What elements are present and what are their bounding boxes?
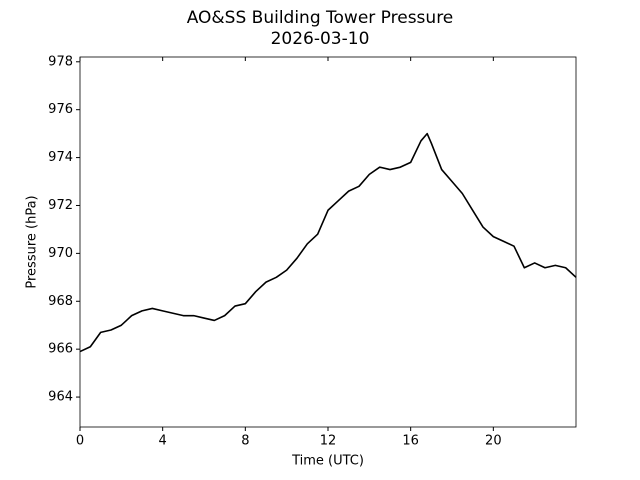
x-tick-label: 20 — [485, 434, 502, 449]
chart-title: AO&SS Building Tower Pressure — [187, 8, 454, 28]
data-line — [79, 132, 577, 353]
y-tick-label: 972 — [48, 198, 73, 213]
y-tick-label: 970 — [48, 246, 73, 261]
x-tick-label: 8 — [241, 434, 249, 449]
y-tick-label: 968 — [48, 294, 73, 309]
y-axis-label: Pressure (hPa) — [25, 195, 40, 288]
x-axis-label: Time (UTC) — [291, 454, 364, 469]
x-tick-label: 12 — [320, 434, 337, 449]
y-tick-label: 976 — [48, 102, 73, 117]
x-tick-label: 16 — [402, 434, 419, 449]
y-tick-label: 966 — [48, 342, 73, 357]
y-tick-label: 974 — [48, 150, 73, 165]
x-tick-label: 4 — [159, 434, 167, 449]
plot-frame — [79, 56, 577, 428]
y-tick-label: 964 — [48, 390, 73, 405]
y-tick-label: 978 — [48, 54, 73, 69]
chart-subtitle: 2026-03-10 — [271, 29, 370, 49]
x-tick-label: 0 — [76, 434, 84, 449]
